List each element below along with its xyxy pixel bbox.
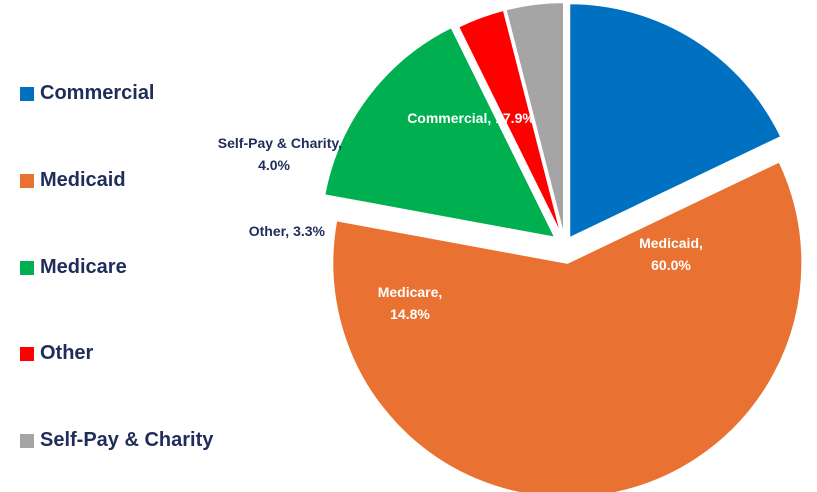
data-label-medicare: Medicare, 14.8% [378,284,443,322]
data-label-medicaid: Medicaid, 60.0% [639,235,703,273]
legend-item-self-pay-charity: Self-Pay & Charity [20,429,213,452]
legend-item-other: Other [20,342,93,365]
legend-label: Other [40,342,94,364]
legend-item-medicaid: Medicaid [20,169,126,192]
pie-slice-self-pay-charity [504,1,565,238]
legend-label: Medicaid [40,169,126,191]
legend-label: Self-Pay & Charity [40,429,214,451]
legend-label: Medicare [40,256,127,278]
data-label-self-pay-charity: Self-Pay & Charity, 4.0% [218,135,342,173]
legend-item-medicare: Medicare [20,256,127,279]
legend: Commercial Medicaid Medicare Other Self-Pay … [0,0,260,492]
pie-slice-other [456,8,564,238]
legend-swatch [20,433,34,448]
legend-swatch [20,173,34,188]
legend-item-commercial: Commercial [20,82,155,105]
data-label-other: Other, 3.3% [249,223,326,239]
legend-swatch [20,260,34,275]
pie-slice-medicare [323,25,558,240]
data-label-commercial: Commercial, 17.9% [407,110,535,126]
legend-swatch [20,86,34,101]
legend-swatch [20,346,34,361]
pie-slice-medicaid [331,160,804,492]
legend-label: Commercial [40,82,155,104]
pie-slice-commercial [568,2,783,240]
